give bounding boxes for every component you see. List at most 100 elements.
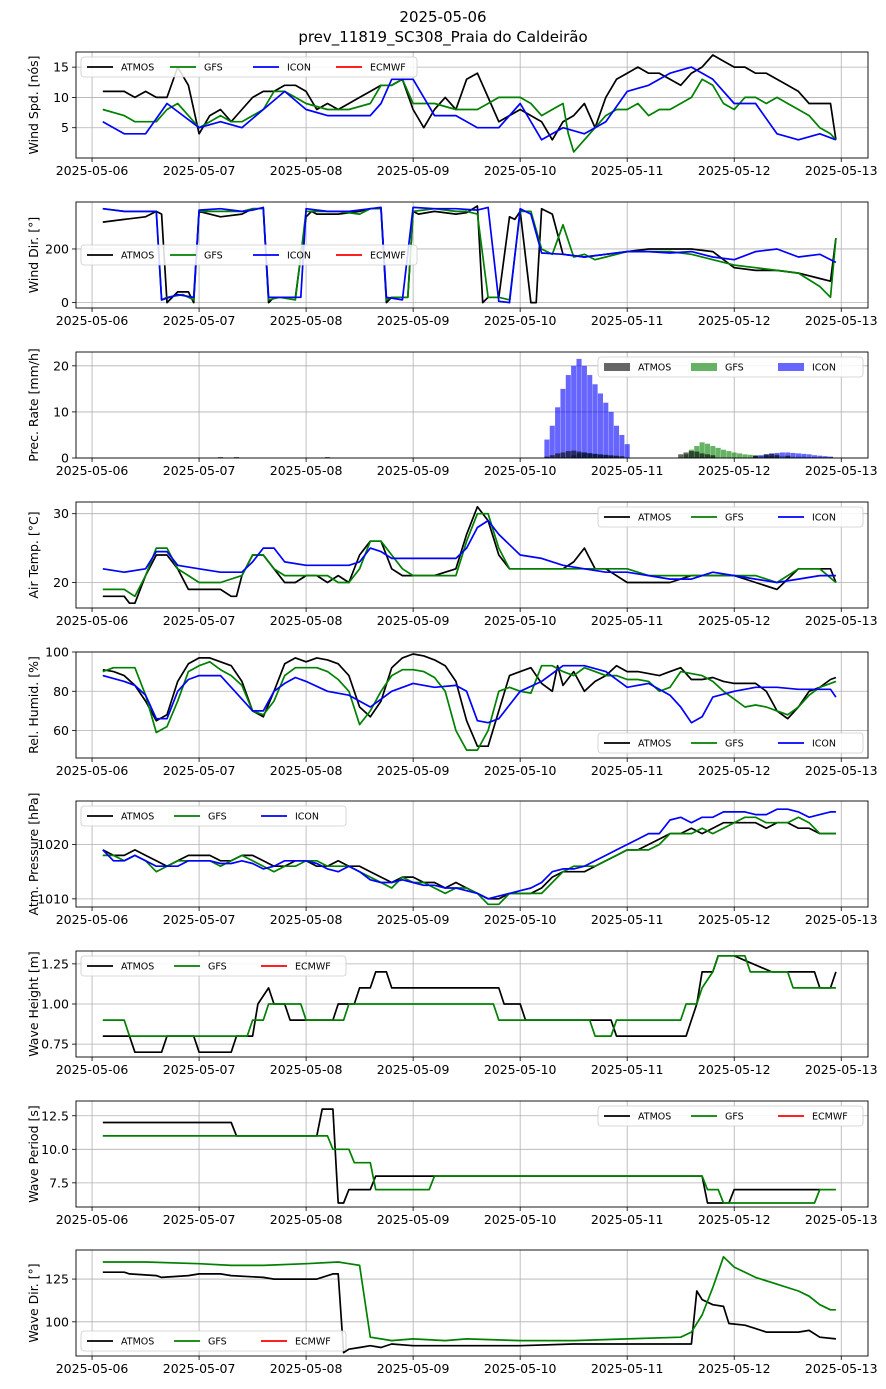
legend-label-gfs: GFS [725,513,744,524]
legend-label-atmos: ATMOS [121,251,154,262]
x-tick-label: 2025-05-10 [484,912,557,927]
y-axis-label: Wind Spd. [nós] [26,56,41,155]
legend-swatch-atmos [604,363,630,371]
bar-icon [560,388,566,458]
panel-1: 2025-05-06 2025-05-07 2025-05-08 2025-05-09… [26,51,878,178]
legend-box [597,732,864,754]
x-tick-label: 2025-05-11 [591,763,664,778]
series-line-gfs [102,78,837,153]
x-tick-label: 2025-05-12 [698,1212,771,1227]
legend-label-ecmwf: ECMWF [295,962,331,973]
plot-area [217,358,834,458]
plot-area [102,1255,836,1354]
bar-icon [576,358,582,458]
bar-atmos [555,453,561,458]
axes-frame [75,501,869,609]
x-tick-label: 2025-05-09 [377,1062,450,1077]
legend-label-atmos: ATMOS [121,812,154,823]
x-tick-label: 2025-05-06 [56,463,129,478]
x-tick-label: 2025-05-11 [591,1062,664,1077]
bar-atmos [753,455,759,458]
legend-label-icon: ICON [295,812,319,823]
y-tick-label: 80 [53,684,69,699]
bar-icon [613,425,620,458]
series-line-gfs [102,954,836,1037]
series-line-atmos [102,653,837,748]
x-tick-label: 2025-05-09 [377,463,450,478]
x-tick-label: 2025-05-10 [484,763,557,778]
x-tick-label: 2025-05-09 [377,313,450,328]
plot-area [102,505,837,605]
bar-atmos [678,454,684,458]
legend-label-gfs: GFS [204,63,223,74]
y-tick-label: 15 [53,60,69,75]
bar-atmos [613,455,620,458]
legend: ATMOS GFS ECMWF [80,1330,347,1352]
x-tick-label: 2025-05-08 [270,313,343,328]
series-line-gfs [102,1255,836,1342]
y-tick-label: 10.0 [41,1142,69,1157]
axes-frame [75,351,869,459]
legend-label-gfs: GFS [725,363,744,374]
legend-label-atmos: ATMOS [638,363,671,374]
x-tick-label: 2025-05-10 [484,163,557,178]
bar-atmos [560,452,566,458]
legend-box [80,955,347,977]
bar-atmos [592,453,598,458]
bar-atmos [544,456,550,458]
plot-area [102,954,837,1054]
figure-title-station: prev_11819_SC308_Praia do Caldeirão [298,28,588,46]
x-tick-label: 2025-05-10 [484,463,557,478]
x-tick-label: 2025-05-12 [698,463,771,478]
x-tick-label: 2025-05-07 [163,313,236,328]
legend-label-icon: ICON [812,739,836,750]
legend: ATMOS GFS ECMWF [80,955,347,977]
legend-label-gfs: GFS [208,1337,227,1348]
legend-label-gfs: GFS [208,812,227,823]
plot-area [102,54,837,153]
bar-gfs [747,454,753,458]
legend-box [80,1330,347,1352]
legend-label-gfs: GFS [725,1112,744,1123]
legend: ATMOS GFS ICON ECMWF [80,56,418,78]
x-tick-label: 2025-05-13 [805,1212,878,1227]
bar-icon [811,455,818,458]
y-tick-label: 100 [45,1314,69,1329]
series-line-icon [102,206,837,304]
y-axis-label: Wave Height [m] [26,951,41,1057]
legend-swatch-gfs [691,363,717,371]
legend-box [597,356,864,378]
x-tick-label: 2025-05-13 [805,1361,878,1376]
y-tick-label: 30 [53,506,69,521]
x-tick-label: 2025-05-10 [484,1062,557,1077]
x-tick-label: 2025-05-07 [163,463,236,478]
y-tick-label: 200 [45,241,69,256]
x-tick-label: 2025-05-09 [377,613,450,628]
bar-atmos [619,456,625,458]
bar-icon [801,453,807,458]
x-tick-label: 2025-05-11 [591,1361,664,1376]
series-line-gfs [102,1135,836,1204]
plot-area [102,1108,836,1204]
x-tick-label: 2025-05-07 [163,1062,236,1077]
bar-gfs [726,451,732,458]
y-tick-label: 7.5 [49,1175,69,1190]
y-tick-label: 100 [45,645,69,660]
x-tick-label: 2025-05-11 [591,1212,664,1227]
bar-icon [785,452,791,458]
series-line-icon [102,519,836,584]
legend-label-atmos: ATMOS [121,1337,154,1348]
x-tick-label: 2025-05-09 [377,163,450,178]
legend-label-ecmwf: ECMWF [370,251,406,262]
bar-icon [619,434,625,458]
bar-gfs [715,447,721,458]
panel-7: 2025-05-06 2025-05-07 2025-05-08 2025-05-09… [26,950,878,1077]
y-tick-label: 1010 [37,891,69,906]
y-tick-label: 12.5 [41,1108,69,1123]
legend-box [597,506,864,528]
legend-label-gfs: GFS [725,739,744,750]
x-tick-label: 2025-05-06 [56,313,129,328]
y-tick-label: 0 [61,295,69,310]
y-axis-label: Wave Dir. [°] [26,1263,41,1342]
